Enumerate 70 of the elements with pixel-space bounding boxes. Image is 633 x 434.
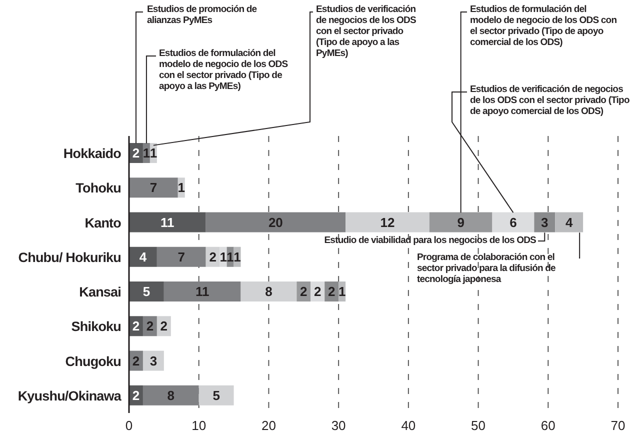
data-label: 8: [167, 388, 175, 403]
bar: [429, 212, 492, 232]
data-label: 2: [160, 318, 168, 334]
text: Estudios de formulación del modelo de negocio de los ODS con el sector privado (Tipo de apoyo comercial de los ODS): [470, 4, 618, 48]
data-label: 6: [510, 214, 517, 230]
x-tick-label: 50: [471, 418, 486, 434]
text: Estudios de verificación de negocios de los ODS con el sector privado (Tipo de apoyo a las PyMEs): [316, 4, 417, 59]
text: Estudios de promoción de alianzas PyMEs: [147, 4, 257, 26]
bar: [492, 212, 534, 232]
y-tick-label: Hokkaido: [63, 146, 122, 162]
y-tick-label: Kanto: [84, 215, 122, 230]
data-label: 2: [132, 318, 140, 334]
data-label: 2: [328, 284, 336, 300]
y-tick-label: Tohoku: [76, 180, 122, 196]
data-label: 7: [178, 249, 186, 264]
bar: [142, 385, 199, 406]
bar: [129, 246, 157, 267]
data-label: 2: [300, 284, 308, 300]
x-tick-label: 60: [540, 418, 556, 434]
bar: [240, 282, 297, 302]
bar: [198, 385, 234, 406]
y-tick-label: Shikoku: [71, 319, 122, 334]
data-label: 11: [160, 214, 174, 230]
data-label: 3: [150, 353, 158, 368]
data-label: 1: [338, 284, 346, 300]
data-label: 1: [234, 249, 241, 264]
data-label: 2: [132, 353, 140, 368]
data-label: 1: [142, 146, 150, 161]
y-tick-label: Chugoku: [65, 354, 122, 369]
data-label: 7: [150, 180, 158, 196]
data-label: 4: [565, 214, 574, 230]
x-tick-label: 70: [610, 418, 626, 434]
data-label: 1: [226, 249, 234, 264]
bar: [534, 212, 556, 232]
bar: [346, 212, 430, 232]
data-label: 8: [265, 284, 272, 300]
data-label: 2: [132, 146, 140, 161]
bar: [156, 246, 206, 267]
data-label: 20: [268, 214, 283, 230]
y-tick-label: Chubu/ Hokuriku: [18, 250, 122, 265]
text: Estudios de verificación de negocios de los ODS con el sector privado (Tipo de apoyo comercial de los ODS): [470, 84, 630, 117]
data-label: 1: [178, 180, 186, 196]
data-label: 2: [209, 249, 216, 264]
x-tick-label: 30: [331, 418, 346, 434]
data-label: 5: [142, 284, 150, 300]
x-tick-label: 0: [125, 418, 133, 434]
data-label: 1: [220, 249, 227, 264]
data-label: 2: [314, 284, 322, 300]
data-label: 5: [212, 388, 220, 403]
text: Estudios de formulación del modelo de negocio de los ODS con el sector privado (Tipo de apoyo a las PyMEs): [159, 48, 289, 92]
bar: [142, 350, 164, 371]
data-label: 9: [457, 214, 464, 230]
data-label: 1: [150, 146, 158, 161]
bar: [206, 212, 346, 232]
series-label: Estudio de viabilidad para los negocios de los ODS: [323, 235, 536, 246]
data-label: 11: [195, 284, 210, 300]
bar: [129, 282, 164, 302]
y-tick-label: Kansai: [79, 284, 121, 300]
x-tick-label: 20: [261, 418, 276, 434]
data-label: 2: [132, 388, 140, 403]
x-tick-label: 40: [401, 418, 416, 434]
data-label: 4: [139, 249, 148, 264]
y-tick-label: Kyushu/Okinawa: [18, 388, 122, 404]
bar: [129, 178, 178, 198]
data-label: 12: [380, 214, 395, 230]
bar: [555, 212, 584, 232]
x-tick-label: 10: [192, 418, 206, 434]
bar: [164, 282, 241, 302]
data-label: 3: [541, 214, 548, 230]
data-label: 2: [146, 318, 154, 334]
